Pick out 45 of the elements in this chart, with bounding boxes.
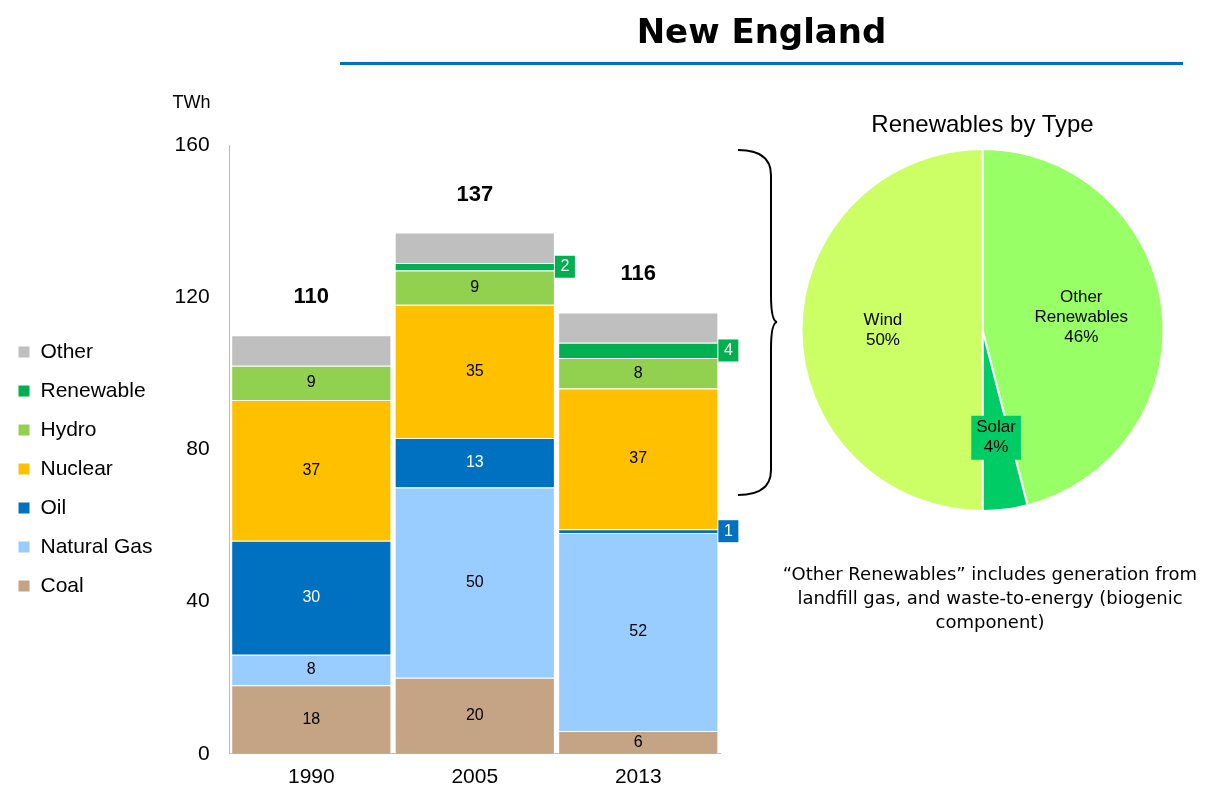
data-label: 46% [1064, 327, 1099, 347]
data-label: 9 [470, 278, 480, 296]
slice-label: Solar [976, 417, 1017, 437]
slice-label: Other Renewables [1034, 287, 1129, 327]
data-label: 4% [983, 437, 1009, 457]
chart-title: New England [340, 8, 1183, 65]
slice-label: Wind [863, 309, 903, 329]
y-axis-title: TWh [172, 91, 211, 112]
x-tick-label: 1990 [287, 764, 335, 788]
text: “Other Renewables” includes generation from landfill gas, and waste-to-energy (biogenic component) [781, 562, 1199, 634]
legend-label: Nuclear [40, 455, 113, 479]
data-label: 8 [306, 660, 316, 678]
data-label: 4 [723, 340, 733, 358]
total-label: 110 [293, 283, 330, 309]
data-label: 8 [633, 363, 643, 381]
y-tick-label: 40 [186, 588, 210, 612]
data-label: 6 [633, 732, 643, 750]
total-label: 137 [456, 180, 494, 206]
data-label: 37 [302, 460, 321, 478]
y-tick-label: 160 [174, 131, 210, 155]
legend-label: Coal [40, 572, 84, 596]
data-label: 35 [465, 361, 484, 379]
data-label: 20 [465, 706, 484, 724]
data-label: 30 [302, 588, 321, 606]
data-label: 37 [629, 449, 648, 467]
y-tick-label: 80 [186, 436, 210, 460]
chart-title: Renewables by Type [871, 109, 1094, 137]
data-label: 13 [465, 453, 484, 471]
data-label: 2 [560, 257, 570, 275]
y-tick-label: 0 [197, 740, 210, 764]
legend-label: Renewable [40, 377, 146, 401]
total-label: 116 [620, 260, 657, 286]
legend-label: Natural Gas [40, 533, 153, 557]
x-tick-label: 2005 [451, 764, 499, 788]
data-label: 18 [302, 709, 321, 727]
data-label: 1 [723, 521, 733, 539]
data-label: 52 [629, 622, 648, 640]
legend-label: Hydro [40, 416, 97, 440]
data-label: 50 [465, 572, 484, 590]
y-tick-label: 120 [174, 284, 210, 307]
data-label: 9 [306, 373, 316, 391]
legend-label: Oil [40, 494, 67, 518]
data-label: 50% [865, 329, 900, 349]
x-tick-label: 2013 [614, 764, 662, 788]
legend-label: Other [40, 338, 94, 362]
